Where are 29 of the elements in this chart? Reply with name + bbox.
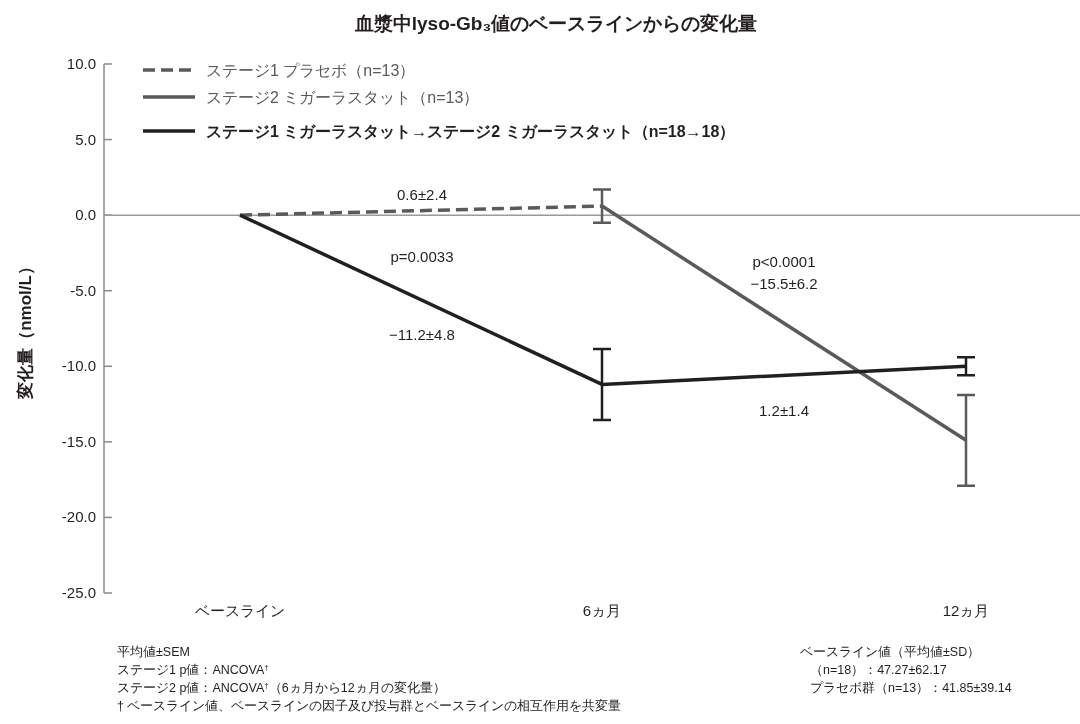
legend-label: ステージ1 ミガーラスタット→ステージ2 ミガーラスタット（n=18→18） (206, 123, 736, 141)
annotation: −11.2±4.8 (389, 326, 455, 343)
y-tick-label: -15.0 (61, 432, 96, 450)
annotation: p=0.0033 (390, 248, 454, 265)
y-axis-title: 変化量（nmol/L） (16, 258, 35, 400)
text: ベースライン値（平均値±SD） (800, 645, 981, 659)
y-tick-label: -25.0 (61, 584, 96, 601)
annotation: p<0.0001 (752, 253, 816, 270)
y-tick-label: -20.0 (61, 508, 96, 526)
text: プラセボ群（n=13）：41.85±39.14 (810, 681, 1012, 695)
annotation: −15.5±6.2 (750, 275, 818, 292)
text: ステージ2 p値：ANCOVA$^{†}$（6ヵ月から12ヵ月の変化量） (117, 680, 446, 695)
y-tick-label: 10.0 (66, 55, 96, 72)
text: † ベースライン値、ベースラインの因子及び投与群とベースラインの相互作用を共変量 (117, 698, 622, 713)
y-tick-label: -10.0 (61, 357, 96, 375)
legend-label: ステージ2 ミガーラスタット（n=13） (206, 89, 480, 106)
x-tick-label: ベースライン (195, 602, 285, 619)
chart-title: 血漿中lyso-Gb₃値のベースラインからの変化量 (353, 13, 758, 34)
annotation: 1.2±1.4 (759, 402, 809, 419)
y-tick-label: -5.0 (70, 281, 96, 299)
y-tick-label: 0.0 (75, 206, 96, 224)
text: 平均値±SEM (117, 645, 190, 659)
annotation: 0.6±2.4 (397, 186, 447, 203)
legend-label: ステージ1 プラセボ（n=13） (206, 62, 416, 79)
text: （n=18）：47.27±62.17 (810, 663, 947, 677)
x-tick-label: 12ヵ月 (942, 602, 990, 619)
x-tick-label: 6ヵ月 (582, 602, 622, 619)
text: ステージ1 p値：ANCOVA$^{†}$ (117, 662, 269, 677)
y-tick-label: 5.0 (75, 130, 96, 148)
